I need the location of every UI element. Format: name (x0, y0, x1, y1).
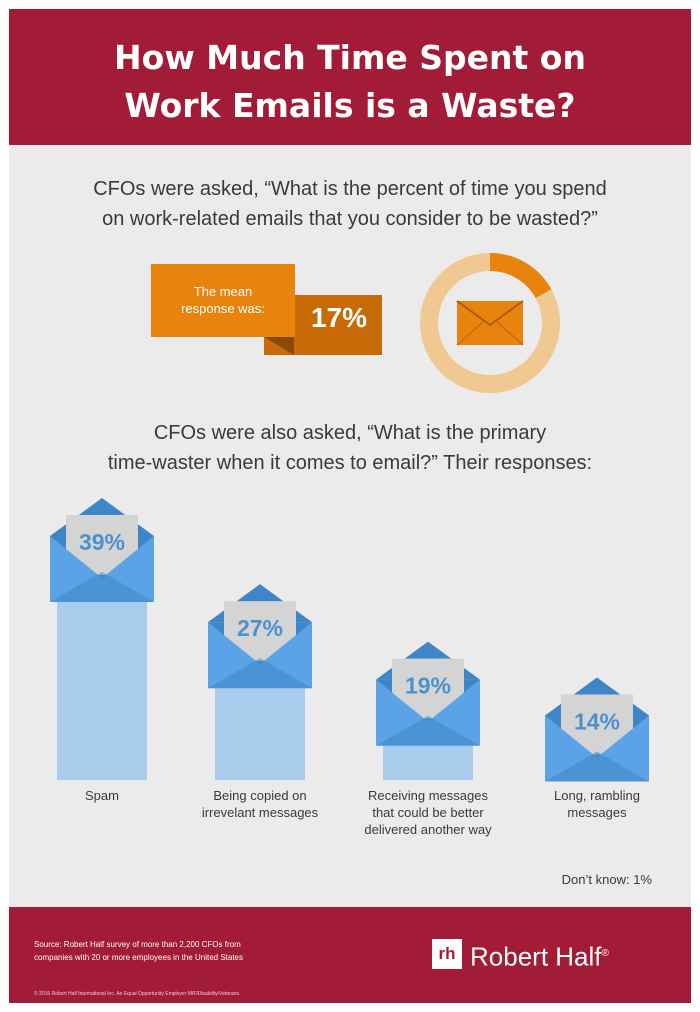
category-label: messages (567, 805, 627, 820)
bar-value-label: 39% (79, 529, 125, 555)
footer-banner (9, 907, 691, 1003)
bar-group: 27% Being copied on irrevelant messages (202, 584, 319, 820)
header-banner (9, 9, 691, 145)
bar-value-label: 14% (574, 708, 620, 734)
bar-value-label: 27% (237, 615, 283, 641)
page-title: How Much Time Spent on Work Emails is a … (9, 34, 691, 130)
source-line-1: Source: Robert Half survey of more than … (34, 940, 241, 949)
envelope-bottom-fold (545, 751, 649, 782)
bar-group: 39% Spam (50, 498, 154, 803)
source-note: Source: Robert Half survey of more than … (34, 938, 314, 964)
title-line-2: Work Emails is a Waste? (124, 86, 576, 125)
category-label: irrevelant messages (202, 805, 319, 820)
question-2: CFOs were also asked, “What is the prima… (9, 418, 691, 478)
question-2-line-2: time-waster when it comes to email?” The… (107, 452, 593, 474)
envelope-front (376, 679, 480, 746)
mean-value: 17% (310, 302, 368, 333)
envelope-bottom-fold (376, 715, 480, 746)
brand-registered-mark: ® (601, 948, 609, 959)
robert-half-logo: rh Robert Half® (432, 937, 652, 974)
category-label: Spam (85, 788, 119, 803)
infographic-background (9, 9, 691, 1003)
bar-value-label: 19% (405, 673, 451, 699)
category-label: Receiving messages (368, 788, 488, 803)
envelope-bottom-fold (208, 658, 312, 689)
envelope-front (208, 622, 312, 689)
mean-callout-fold (264, 337, 294, 355)
category-label: that could be better (372, 805, 484, 820)
donut-chart-icon (420, 253, 560, 393)
category-label: delivered another way (364, 822, 492, 837)
brand-name: Robert Half® (470, 937, 609, 974)
brand-mark: rh (432, 939, 462, 969)
envelope-front (50, 536, 154, 602)
envelope-bottom-fold (50, 572, 154, 602)
envelope-front (545, 715, 649, 782)
mean-label-line-2: response was: (181, 301, 265, 316)
question-1-line-2: on work-related emails that you consider… (102, 208, 598, 230)
donut-mean-arc (489, 253, 552, 299)
source-line-2: companies with 20 or more employees in t… (34, 953, 243, 962)
mean-callout-label: The mean response was: (151, 283, 295, 317)
category-label: Long, rambling (554, 788, 640, 803)
bar-group: 19% Receiving messages that could be bette… (364, 641, 492, 837)
bar (215, 686, 305, 780)
question-1: CFOs were asked, “What is the percent of… (9, 174, 691, 234)
bar (383, 743, 473, 780)
question-2-line-1: CFOs were also asked, “What is the prima… (153, 422, 547, 444)
envelope-icon (456, 300, 524, 346)
mean-callout-box (151, 264, 295, 337)
dont-know-note: Don’t know: 1% (561, 872, 652, 887)
bar-group: 14% Long, rambling messages (545, 677, 649, 820)
brand-name-text: Robert Half (470, 941, 602, 972)
category-label: Being copied on (213, 788, 306, 803)
copyright-note: © 2016 Robert Half International Inc. An… (34, 991, 241, 997)
time-waster-bar-chart: 39% Spam 27% Being copied on irrevelant mess… (50, 498, 649, 837)
question-1-line-1: CFOs were asked, “What is the percent of… (93, 178, 607, 200)
title-line-1: How Much Time Spent on (114, 38, 586, 77)
bar (57, 600, 147, 780)
mean-label-line-1: The mean (193, 284, 253, 299)
